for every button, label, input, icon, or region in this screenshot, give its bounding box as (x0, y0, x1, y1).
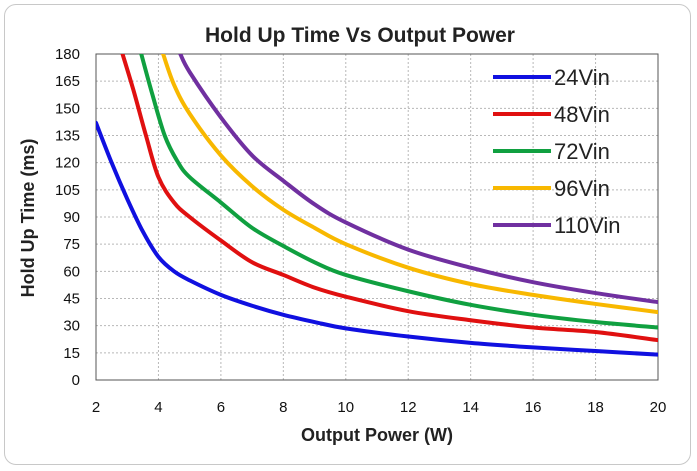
series-line-110vin (178, 54, 658, 305)
x-axis-ticks: 2 4 6 8 10 12 14 16 18 20 (92, 399, 667, 416)
x-tick-label: 14 (462, 399, 479, 416)
series-line-48vin (120, 54, 658, 343)
y-tick-label: 120 (55, 155, 80, 172)
chart-title: Hold Up Time Vs Output Power (205, 24, 515, 47)
y-tick-label: 135 (55, 128, 80, 145)
x-tick-label: 12 (400, 399, 417, 416)
y-axis-ticks: 0 15 30 45 60 75 90 105 120 135 150 165 180 (55, 46, 80, 389)
y-tick-label: 105 (55, 182, 80, 199)
x-tick-label: 20 (650, 399, 667, 416)
x-tick-label: 8 (279, 399, 287, 416)
y-tick-label: 45 (63, 291, 80, 308)
y-tick-label: 75 (63, 236, 80, 253)
legend: 24Vin 48Vin 72Vin 96Vin 110Vin (493, 65, 620, 238)
legend-label: 48Vin (554, 102, 610, 127)
y-tick-label: 165 (55, 73, 80, 90)
y-tick-label: 0 (72, 372, 80, 389)
series-lines (96, 54, 658, 357)
legend-label: 96Vin (554, 176, 610, 201)
x-axis-label: Output Power (W) (301, 425, 453, 445)
y-tick-label: 15 (63, 345, 80, 362)
x-tick-label: 4 (154, 399, 162, 416)
x-tick-label: 16 (525, 399, 542, 416)
x-tick-label: 6 (217, 399, 225, 416)
legend-label: 110Vin (554, 213, 620, 238)
legend-label: 24Vin (554, 65, 610, 90)
legend-label: 72Vin (554, 139, 610, 164)
y-tick-label: 150 (55, 100, 80, 117)
x-tick-label: 10 (337, 399, 354, 416)
series-line-24vin (96, 120, 658, 357)
y-tick-label: 60 (63, 263, 80, 280)
plot-area (95, 53, 659, 381)
x-tick-label: 18 (587, 399, 604, 416)
series-line-96vin (161, 54, 658, 315)
y-axis-label: Hold Up Time (ms) (18, 139, 38, 298)
series-line-72vin (139, 54, 658, 330)
y-tick-label: 180 (55, 46, 80, 63)
y-tick-label: 90 (63, 209, 80, 226)
x-tick-label: 2 (92, 399, 100, 416)
y-tick-label: 30 (63, 318, 80, 335)
